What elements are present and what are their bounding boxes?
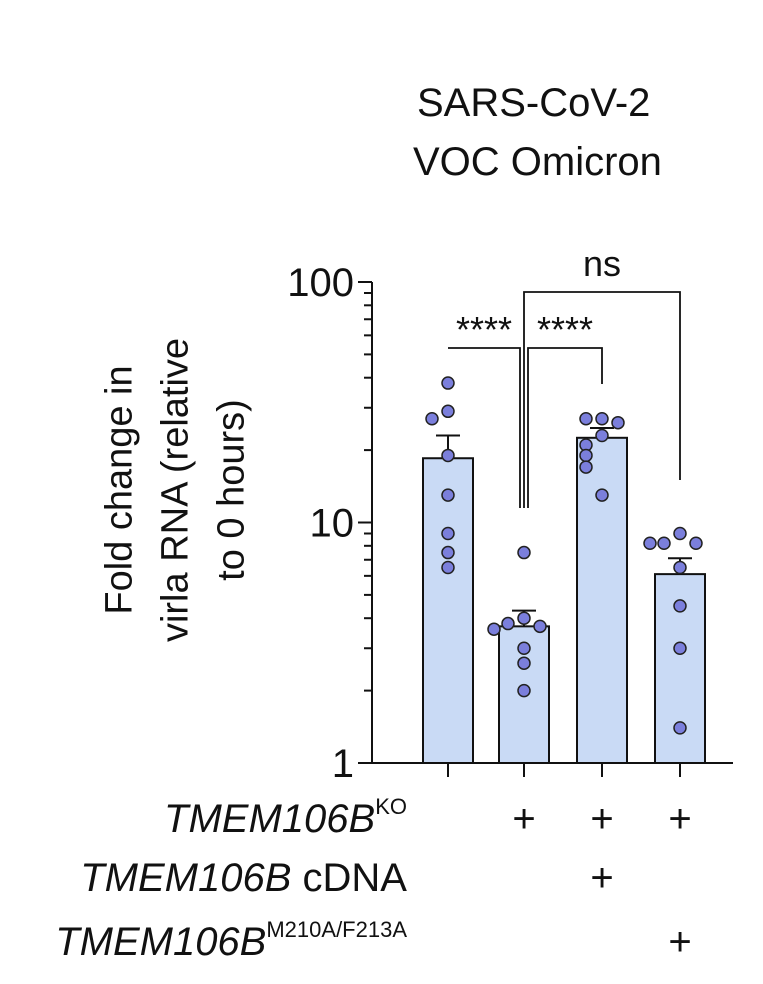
data-point [657, 536, 671, 550]
data-point [441, 545, 455, 560]
data-point [579, 412, 593, 426]
y-tick-label: 100 [287, 261, 354, 305]
data-point [673, 599, 687, 613]
y-tick-label: 10 [310, 502, 355, 546]
condition-gene-name: TMEM106B [55, 920, 267, 964]
data-point [517, 683, 531, 698]
condition-label-cdna: TMEM106B cDNA [80, 856, 407, 901]
data-point [441, 560, 455, 575]
data-point [595, 412, 609, 426]
chart-title-line-1: SARS-CoV-2 [417, 81, 651, 125]
condition-superscript: KO [375, 794, 407, 819]
data-point [517, 545, 531, 560]
bar [576, 436, 628, 764]
condition-mark: + [512, 797, 536, 841]
condition-gene-name: TMEM106B [164, 797, 376, 841]
data-point [673, 721, 687, 735]
data-point [673, 641, 687, 656]
data-point [517, 611, 531, 625]
significance-label: **** [537, 309, 593, 350]
data-point [643, 536, 657, 550]
condition-superscript: M210A/F213A [266, 917, 407, 942]
data-point [579, 448, 593, 463]
data-point [595, 428, 609, 443]
data-point [673, 526, 687, 541]
data-point [441, 404, 455, 419]
chart-title-line-2: VOC Omicron [413, 140, 662, 184]
significance-bracket [448, 347, 521, 508]
data-point [501, 616, 515, 631]
condition-gene-name: TMEM106B [80, 856, 292, 900]
data-point [441, 448, 455, 463]
y-axis-label-line-3: to 0 hours) [210, 399, 253, 581]
condition-suffix: cDNA [291, 856, 407, 900]
data-point [441, 376, 455, 390]
data-point [673, 560, 687, 575]
condition-mark: + [590, 856, 614, 900]
data-point [595, 488, 609, 502]
significance-bracket [527, 347, 603, 508]
y-tick-label: 1 [332, 742, 354, 786]
data-point [517, 656, 531, 670]
significance-label: ns [583, 243, 621, 284]
data-point [689, 536, 703, 550]
condition-mark: + [590, 797, 614, 841]
data-point [579, 460, 593, 474]
condition-mark: + [668, 920, 692, 964]
significance-bracket [523, 291, 681, 508]
y-axis-label-line-1: Fold change in [98, 365, 141, 615]
bar [422, 457, 474, 764]
data-point [611, 415, 625, 430]
data-point [517, 641, 531, 656]
data-point [441, 526, 455, 541]
data-point [441, 488, 455, 502]
data-point [425, 412, 439, 426]
condition-label-mutant: TMEM106BM210A/F213A [55, 917, 407, 965]
significance-label: **** [456, 309, 512, 350]
condition-mark: + [668, 797, 692, 841]
data-point [487, 622, 501, 636]
condition-label-ko: TMEM106BKO [164, 794, 407, 842]
y-axis-label-line-2: virla RNA (relative [154, 337, 197, 643]
data-point [533, 619, 547, 634]
